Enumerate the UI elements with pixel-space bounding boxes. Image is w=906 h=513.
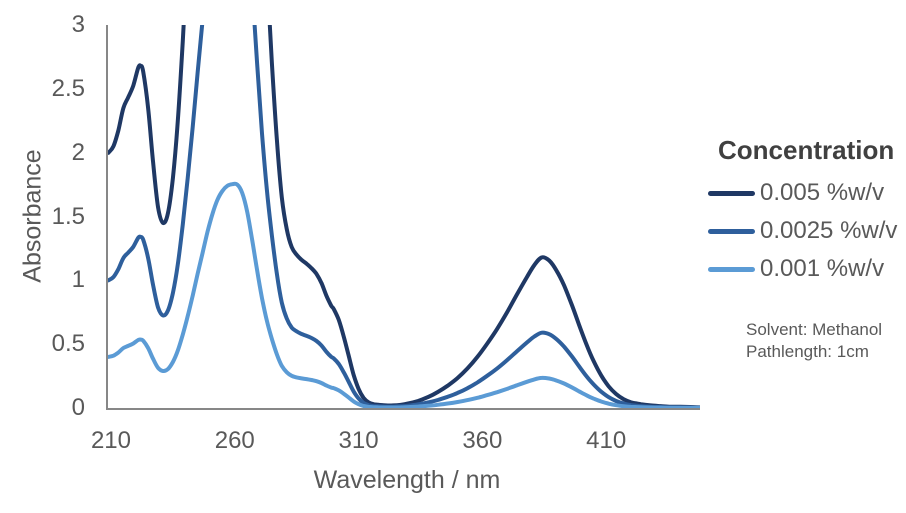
y-tick-label: 1.5 [51,202,85,230]
legend-line-swatch [708,266,755,272]
y-tick-label: 0 [71,394,85,421]
y-tick-label: 0.5 [51,330,85,358]
x-tick-label: 410 [586,427,627,454]
series-line-0.001-%w/v [108,181,700,408]
y-tick-label: 1 [71,266,85,294]
x-tick-label: 260 [214,427,255,454]
legend-entry: 0.0025 %w/v [708,212,906,250]
series-line-0.0025-%w/v [108,25,700,408]
legend-entry-label: 0.005 %w/v [760,179,885,206]
x-axis-title: Wavelength / nm [313,466,501,494]
annotation-solvent: Solvent: Methanol [746,320,883,339]
legend-entry: 0.001 %w/v [708,250,906,288]
legend-entry-label: 0.0025 %w/v [760,217,898,244]
legend-line-swatch [708,228,755,234]
y-tick-label: 2.5 [51,74,85,102]
legend-entry-label: 0.001 %w/v [760,255,885,282]
x-tick-label: 310 [338,427,379,454]
x-tick-label: 360 [462,427,503,454]
legend: Concentration 0.005 %w/v 0.0025 %w/v 0.001… [708,136,906,288]
legend-line-swatch [708,190,755,196]
y-tick-label: 3 [71,11,85,38]
annotation-pathlength: Pathlength: 1cm [746,342,869,361]
annotation-text: Solvent: Methanol Pathlength: 1cm [746,319,882,363]
spectra-plot-svg [108,25,700,408]
y-tick-label: 2 [71,138,85,166]
legend-entries: 0.005 %w/v 0.0025 %w/v 0.001 %w/v [708,174,906,288]
x-tick-label: 210 [90,427,131,454]
legend-title: Concentration [718,135,895,165]
plot-area [106,25,700,410]
series-line-0.005-%w/v [108,25,700,408]
legend-entry: 0.005 %w/v [708,174,906,212]
